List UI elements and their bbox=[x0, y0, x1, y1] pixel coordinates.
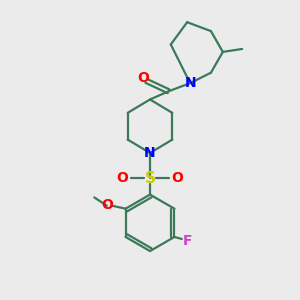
Text: O: O bbox=[137, 71, 149, 85]
Text: O: O bbox=[101, 198, 113, 212]
Text: S: S bbox=[145, 171, 155, 186]
Text: N: N bbox=[144, 146, 156, 160]
Text: F: F bbox=[183, 234, 193, 248]
Text: O: O bbox=[117, 171, 129, 185]
Text: N: N bbox=[184, 76, 196, 90]
Text: O: O bbox=[171, 171, 183, 185]
